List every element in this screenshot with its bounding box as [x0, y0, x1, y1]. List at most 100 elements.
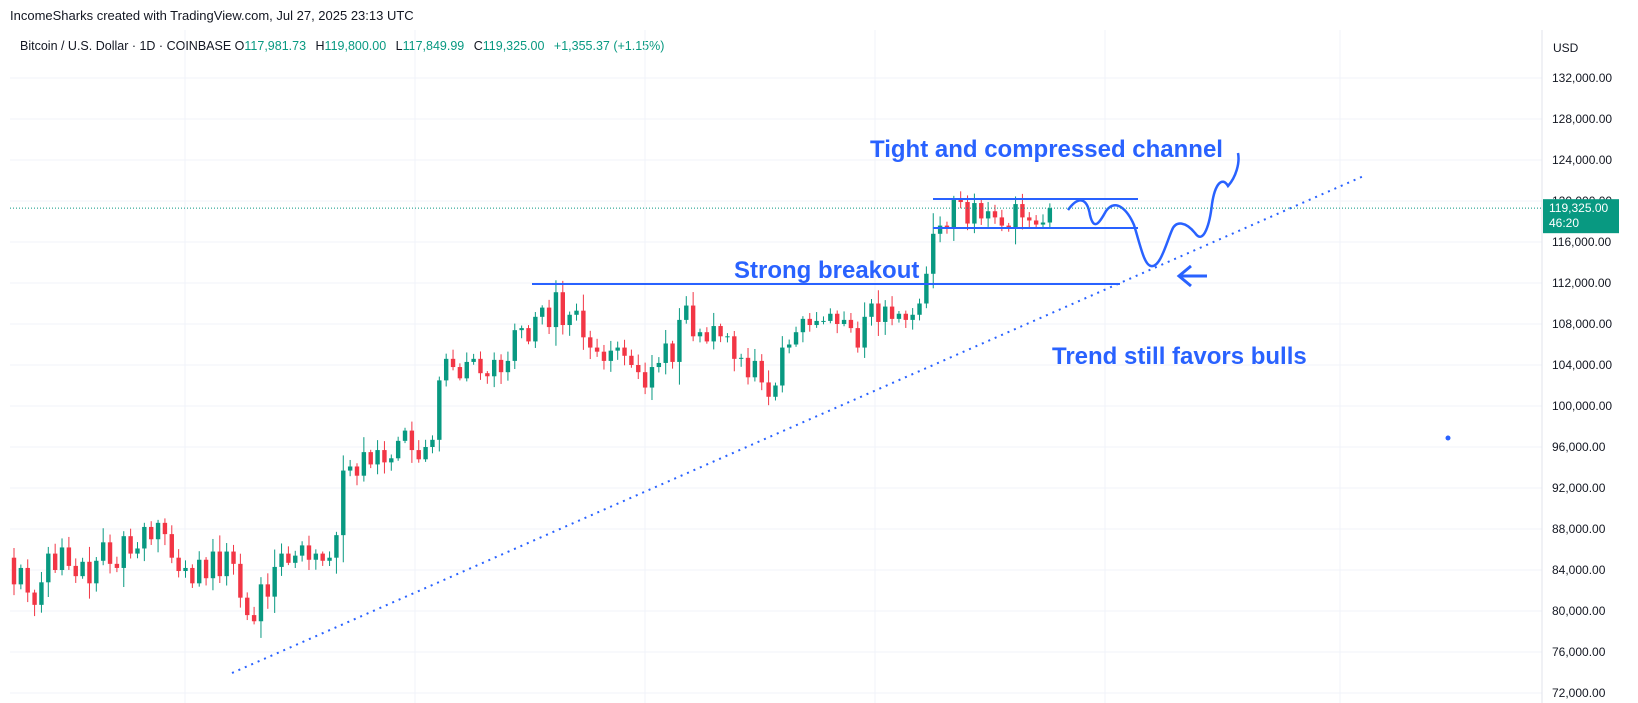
- candle-body: [107, 542, 113, 564]
- candle: [46, 546, 51, 598]
- candle-body: [519, 328, 524, 331]
- candle: [979, 199, 984, 225]
- trendline-dotted[interactable]: [231, 174, 1367, 674]
- open-label: O: [234, 39, 245, 53]
- candle: [677, 308, 682, 385]
- high-label: H: [315, 39, 325, 53]
- candle-body: [752, 360, 758, 378]
- candle: [457, 363, 463, 381]
- candle: [752, 348, 758, 382]
- candle: [299, 541, 305, 562]
- price-axis[interactable]: 72,000.00 76,000.00 80,000.00 84,000.00 88,0…: [1552, 71, 1612, 700]
- price-tick-label: 80,000.00: [1552, 604, 1606, 618]
- marker-dot: [1445, 435, 1451, 441]
- close-label: C: [473, 39, 483, 53]
- candle: [876, 290, 881, 336]
- candle: [848, 313, 854, 333]
- candlestick-series: [11, 191, 1053, 638]
- candle-body: [533, 316, 538, 342]
- candle: [25, 559, 30, 603]
- candle: [162, 518, 168, 546]
- candle-body: [87, 561, 92, 584]
- candle-body: [224, 551, 229, 577]
- candle: [279, 543, 284, 576]
- candle: [498, 354, 504, 384]
- currency-label[interactable]: USD: [1553, 41, 1579, 55]
- price-tick-label: 132,000.00: [1552, 71, 1612, 85]
- candle-body: [526, 328, 531, 342]
- chart-caption: IncomeSharks created with TradingView.co…: [10, 8, 414, 23]
- last-price-value: 119,325.00: [1549, 201, 1608, 215]
- candle: [985, 202, 991, 227]
- candle-body: [546, 307, 552, 328]
- candle-body: [663, 343, 668, 363]
- candle-body: [395, 440, 401, 459]
- price-tick-label: 88,000.00: [1552, 522, 1606, 536]
- candle: [142, 522, 147, 562]
- candle: [670, 340, 675, 369]
- candle-body: [718, 326, 723, 337]
- candle: [402, 427, 408, 444]
- candle: [697, 328, 703, 343]
- candle-body: [375, 450, 380, 465]
- candle: [203, 557, 209, 586]
- candle: [773, 382, 778, 401]
- candle: [354, 463, 360, 486]
- candle-body: [745, 357, 751, 378]
- price-tick-label: 96,000.00: [1552, 440, 1606, 454]
- last-price-tag[interactable]: 119,325.00 46:20: [1543, 199, 1619, 234]
- candle: [574, 303, 579, 321]
- candle: [492, 352, 497, 388]
- candle-body: [540, 307, 545, 317]
- candle: [704, 327, 710, 344]
- candle-body: [265, 584, 271, 597]
- candle: [553, 280, 559, 346]
- candle-body: [855, 328, 860, 348]
- candle-body: [121, 536, 126, 568]
- candle: [32, 589, 37, 617]
- candle: [581, 294, 586, 350]
- candle-body: [773, 385, 778, 397]
- candle: [896, 311, 902, 323]
- symbol-label[interactable]: Bitcoin / U.S. Dollar · 1D · COINBASE: [20, 39, 232, 53]
- candle: [94, 557, 99, 592]
- price-tick-label: 72,000.00: [1552, 686, 1606, 700]
- grid-lines: [10, 30, 1542, 703]
- price-tick-label: 108,000.00: [1552, 317, 1612, 331]
- candle-body: [1020, 204, 1025, 218]
- candle-body: [347, 466, 353, 471]
- candle-body: [114, 563, 120, 568]
- candle: [1040, 214, 1046, 229]
- candle-body: [149, 526, 154, 540]
- candle-body: [334, 535, 339, 558]
- candle: [217, 535, 222, 583]
- candle: [320, 551, 325, 566]
- candle-body: [245, 597, 250, 616]
- candle: [107, 534, 113, 574]
- candle: [382, 441, 387, 474]
- candle-body: [457, 367, 463, 379]
- price-tick-label: 76,000.00: [1552, 645, 1606, 659]
- projection-path[interactable]: [1066, 152, 1240, 268]
- candle: [759, 354, 764, 391]
- candle: [807, 313, 812, 332]
- candle-body: [155, 522, 161, 540]
- candle: [738, 353, 744, 367]
- candle: [608, 340, 614, 372]
- candle-body: [636, 365, 641, 373]
- candle-body: [869, 303, 874, 317]
- candle-body: [251, 615, 257, 622]
- candle: [238, 553, 243, 608]
- candle-body: [835, 313, 840, 324]
- candle-body: [1027, 217, 1032, 221]
- candle: [786, 339, 792, 354]
- candle: [505, 351, 511, 381]
- candle: [471, 353, 476, 365]
- candle-body: [656, 362, 662, 368]
- candle-body: [203, 559, 209, 579]
- candle-body: [293, 555, 298, 563]
- candle-body: [594, 347, 600, 352]
- candle-body: [800, 318, 806, 333]
- candle: [718, 323, 723, 343]
